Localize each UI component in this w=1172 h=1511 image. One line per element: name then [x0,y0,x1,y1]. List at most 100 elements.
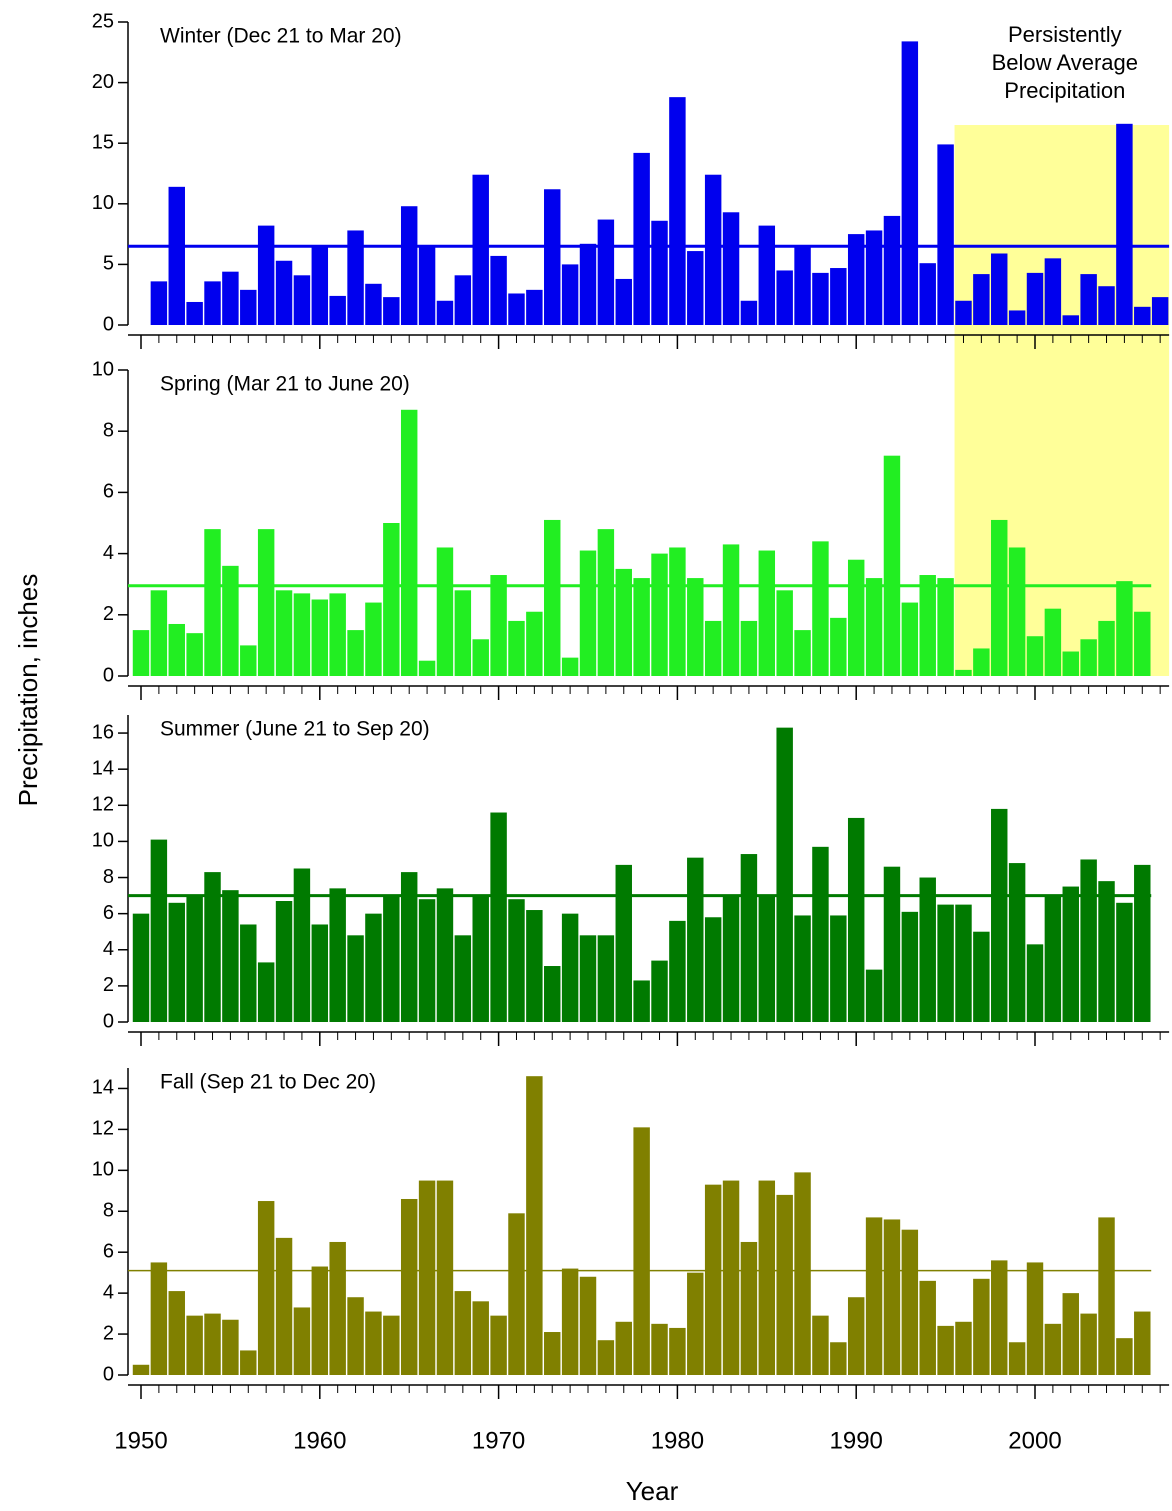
bar [472,174,489,325]
bar [991,519,1008,676]
annotation: Below Average [992,50,1138,75]
panel-title: Fall (Sep 21 to Dec 20) [160,1071,376,1094]
bar [955,669,972,676]
bar [847,234,865,325]
bar [383,523,400,676]
bar [740,620,758,676]
bar [490,255,507,325]
bar [168,186,185,325]
bar [1008,547,1026,676]
bar [275,901,293,1022]
bar [526,1076,543,1375]
bar [508,899,525,1022]
bar [615,278,632,325]
bar [186,301,203,325]
bar [1116,123,1133,325]
bar [1044,608,1062,676]
y-tick-label: 0 [103,1010,114,1032]
bar [704,174,722,325]
bar [400,409,418,676]
bar [257,529,275,676]
y-tick-label: 20 [92,71,114,93]
bar [365,913,382,1022]
bar [132,630,150,676]
bar [847,559,865,676]
bar [758,1180,776,1375]
bar [794,246,811,325]
bar [1026,636,1044,676]
background-layer [954,125,1170,676]
bar [955,904,972,1022]
bar [383,1315,400,1375]
y-tick-label: 10 [92,192,114,214]
bar [901,911,919,1022]
bar [526,289,543,325]
bar [579,1276,597,1375]
bar [329,888,346,1022]
bar [830,1342,847,1375]
y-tick-label: 4 [103,938,114,960]
x-axis-label: Year [626,1476,679,1506]
highlight-region [954,125,1170,676]
bar [687,857,704,1022]
bar [776,727,793,1022]
y-tick-label: 14 [92,1077,114,1099]
bar [347,1297,364,1375]
bar [865,578,883,676]
bar [758,550,776,676]
bar [561,657,579,676]
bar [937,1325,954,1375]
bar [240,924,257,1022]
bar [544,519,561,676]
bar [812,272,829,325]
y-tick-label: 16 [92,721,114,743]
y-tick-label: 10 [92,358,114,380]
bar [883,1219,901,1375]
annotation: Persistently [1008,22,1122,47]
bar [132,913,150,1022]
bar [490,575,507,676]
bar [1026,272,1044,325]
y-tick-label: 0 [103,1363,114,1385]
bar [633,1127,650,1375]
bar [651,220,668,325]
y-tick-label: 15 [92,131,114,153]
y-tick-label: 10 [92,830,114,852]
bar [1080,274,1097,325]
bar [436,1180,454,1375]
bar [544,966,561,1022]
bar [1134,864,1151,1022]
bar [1026,944,1044,1022]
bar [1080,1313,1097,1375]
bar [955,300,972,325]
bar [937,904,954,1022]
y-tick-label: 12 [92,1118,114,1140]
bar [490,812,507,1022]
bar [1008,310,1026,325]
bar [418,899,436,1022]
y-tick-label: 14 [92,757,114,779]
bar [204,281,221,325]
bar [1134,306,1151,325]
bar [865,969,883,1022]
bar [400,1198,418,1375]
bar [991,1260,1008,1375]
bar [436,888,454,1022]
bar [222,565,239,676]
y-tick-label: 25 [92,10,114,32]
bar [615,568,632,676]
bar [1098,620,1115,676]
bar [597,1340,615,1375]
bar [651,1323,668,1375]
bar [865,230,883,325]
bar [508,620,525,676]
bar [418,660,436,676]
bar [812,846,829,1022]
bar [454,275,472,325]
bar [132,1364,150,1375]
bar [383,895,400,1022]
bar [883,215,901,325]
bar [740,300,758,325]
bar [883,455,901,676]
bar [991,808,1008,1022]
